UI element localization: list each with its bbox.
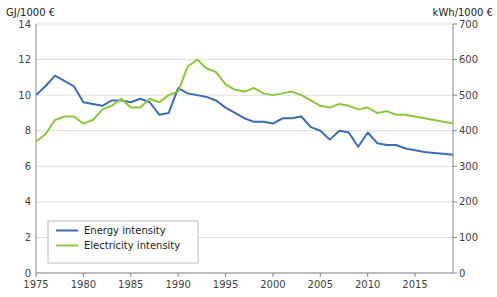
legend-label: Energy intensity: [84, 225, 166, 236]
plot-area: [36, 60, 453, 155]
x-tick: [130, 273, 131, 277]
y2-tick: [453, 237, 457, 238]
x-tick-label: 1990: [165, 279, 190, 290]
x-tick-label: 2015: [402, 279, 427, 290]
y-axis-label: GJ/1000 €: [6, 7, 55, 18]
y2-tick-label: 300: [459, 161, 478, 172]
x-tick: [320, 273, 321, 277]
x-tick: [83, 273, 84, 277]
grid-line: [36, 273, 453, 274]
legend-swatch: [56, 245, 78, 247]
x-tick: [367, 273, 368, 277]
y2-tick-label: 0: [459, 268, 465, 279]
x-tick-label: 2005: [308, 279, 333, 290]
x-tick: [272, 273, 273, 277]
x-tick-label: 2000: [260, 279, 285, 290]
x-tick-label: 1980: [71, 279, 96, 290]
x-tick: [415, 273, 416, 277]
grid-line: [36, 166, 453, 167]
y2-tick: [453, 95, 457, 96]
x-tick: [36, 273, 37, 277]
legend: Energy intensity Electricity intensity: [48, 221, 198, 263]
y2-tick: [453, 166, 457, 167]
legend-label: Electricity intensity: [84, 240, 180, 251]
y2-tick: [453, 24, 457, 25]
y-tick-label: 0: [25, 268, 31, 279]
grid: [36, 24, 453, 273]
y2-tick-label: 500: [459, 90, 478, 101]
x-tick: [225, 273, 226, 277]
grid-line: [36, 130, 453, 131]
y-tick-label: 8: [25, 125, 31, 136]
y-tick-label: 2: [25, 232, 31, 243]
y2-tick-label: 700: [459, 19, 478, 30]
axes: 0 2 4 6 8 10 12 14 0 100 200 300 400 500 600 700 1975 198…: [18, 19, 478, 291]
x-tick-label: 1995: [213, 279, 238, 290]
series-line: [36, 76, 453, 155]
y-tick-label: 12: [18, 54, 31, 65]
grid-line: [36, 201, 453, 202]
y-tick-label: 14: [18, 19, 31, 30]
grid-line: [36, 59, 453, 60]
y2-tick: [453, 59, 457, 60]
x-tick-label: 2010: [355, 279, 380, 290]
y-tick-label: 10: [18, 90, 31, 101]
y2-tick: [453, 130, 457, 131]
x-tick-label: 1985: [118, 279, 143, 290]
legend-swatch: [56, 230, 78, 232]
y2-axis-line: [453, 24, 454, 273]
x-tick-label: 1975: [23, 279, 48, 290]
y-axis-line: [36, 24, 37, 273]
y2-axis-label: kWh/1000 €: [433, 7, 493, 18]
y2-tick-label: 400: [459, 125, 478, 136]
x-axis-line: [36, 273, 453, 274]
grid-line: [36, 95, 453, 96]
legend-box: [48, 221, 198, 263]
y2-tick: [453, 201, 457, 202]
series-line: [36, 60, 453, 142]
grid-line: [36, 24, 453, 25]
chart: 0 2 4 6 8 10 12 14 0 100 200 300 400 500 600 700 1975 198…: [0, 0, 497, 297]
y2-tick: [453, 273, 457, 274]
x-tick: [178, 273, 179, 277]
y-tick-label: 4: [25, 196, 31, 207]
y-tick-label: 6: [25, 161, 31, 172]
y2-tick-label: 200: [459, 196, 478, 207]
y2-tick-label: 600: [459, 54, 478, 65]
y2-tick-label: 100: [459, 232, 478, 243]
